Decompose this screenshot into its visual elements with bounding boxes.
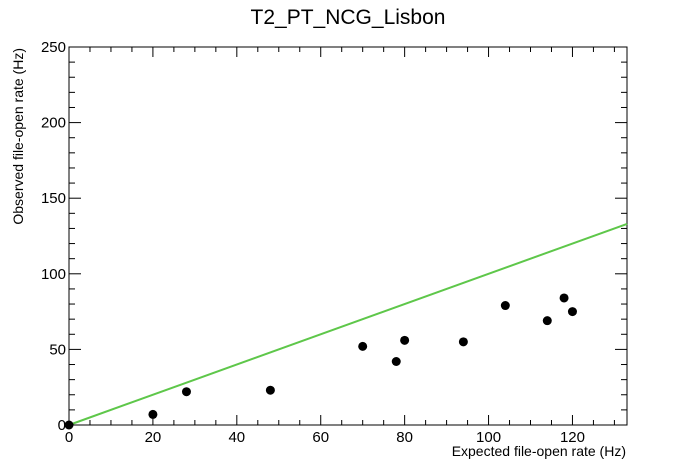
x-tick-label: 60	[312, 429, 329, 446]
y-axis-label: Observed file-open rate (Hz)	[10, 48, 26, 225]
data-point	[391, 356, 401, 366]
data-point	[265, 385, 275, 395]
reference-line-group	[68, 222, 628, 426]
data-point	[500, 301, 510, 311]
plot-frame	[68, 46, 628, 426]
x-tick-label: 40	[228, 429, 245, 446]
y-tick-label: 150	[41, 190, 66, 207]
data-point	[559, 293, 569, 303]
data-point	[64, 420, 74, 430]
data-point	[181, 387, 191, 397]
data-point	[400, 335, 410, 345]
y-tick-label: 100	[41, 266, 66, 283]
x-tick-label: 20	[145, 429, 162, 446]
data-point	[542, 316, 552, 326]
data-point	[148, 409, 158, 419]
x-tick-label: 0	[65, 429, 73, 446]
ticks: 0 20 40 60 80 100 120 0 50 100 150 200 250	[41, 39, 627, 446]
data-points	[64, 293, 577, 430]
y-tick-label: 200	[41, 115, 66, 132]
reference-line	[68, 222, 628, 426]
x-tick-label: 80	[396, 429, 413, 446]
chart-title: T2_PT_NCG_Lisbon	[251, 6, 446, 29]
data-point	[358, 341, 368, 351]
x-tick-label: 120	[560, 429, 585, 446]
x-tick-label: 100	[476, 429, 501, 446]
y-tick-label: 0	[58, 417, 66, 434]
data-point	[458, 337, 468, 347]
y-tick-label: 50	[49, 341, 66, 358]
x-axis-label: Expected file-open rate (Hz)	[452, 443, 626, 459]
y-tick-label: 250	[41, 39, 66, 56]
axes	[68, 46, 628, 426]
data-point	[567, 307, 577, 317]
